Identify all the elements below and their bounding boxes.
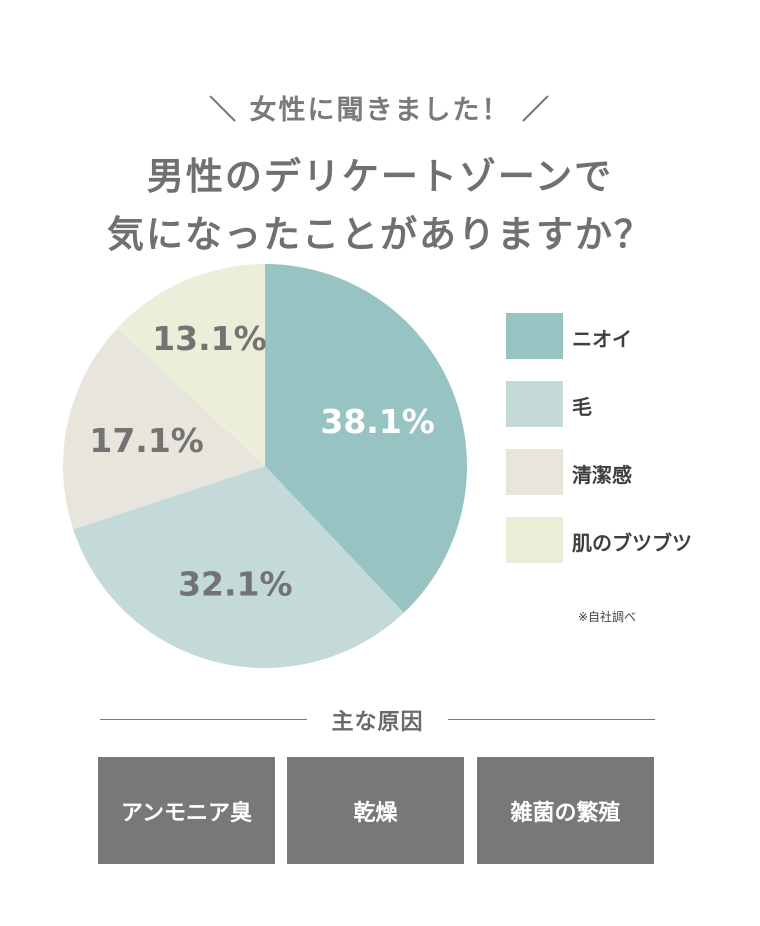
legend-item-skin-bumps: 肌のブツブツ	[506, 517, 726, 563]
legend-label-skin-bumps: 肌のブツブツ	[572, 531, 692, 555]
legend-label-nioi: ニオイ	[572, 327, 632, 351]
pie-label-hair: 32.1%	[178, 565, 293, 604]
causes-heading: 主な原因	[100, 704, 655, 735]
legend-item-cleanliness: 清潔感	[506, 449, 726, 495]
cause-box-bacteria: 雑菌の繁殖	[477, 757, 654, 864]
legend-item-hair: 毛	[506, 381, 726, 427]
pie-label-cleanliness: 17.1%	[89, 421, 204, 460]
legend-item-nioi: ニオイ	[506, 313, 726, 359]
cause-label-ammonia: アンモニア臭	[120, 800, 253, 826]
pie-label-skin-bumps: 13.1%	[152, 319, 267, 358]
pie-label-nioi: 38.1%	[320, 402, 435, 441]
cause-box-dryness: 乾燥	[287, 757, 464, 864]
heading-divider-left	[100, 719, 307, 720]
survey-question-title: 男性のデリケートゾーンで 気になったことがありますか？	[0, 148, 760, 264]
pie-slice-nioi	[265, 264, 468, 613]
title-line-1: 男性のデリケートゾーンで	[146, 155, 614, 198]
legend-swatch-cleanliness	[506, 449, 563, 495]
legend-swatch-hair	[506, 381, 563, 427]
cause-label-dryness: 乾燥	[353, 800, 398, 826]
cause-label-bacteria: 雑菌の繁殖	[510, 800, 621, 826]
legend-swatch-nioi	[506, 313, 563, 359]
source-note: ※自社調べ	[578, 610, 637, 624]
survey-subtitle: ＼ 女性に聞きました！ ／	[209, 95, 551, 126]
heading-divider-right	[448, 719, 655, 720]
pie-slice-skin-bumps	[117, 264, 266, 466]
legend-label-hair: 毛	[572, 395, 592, 419]
legend-swatch-skin-bumps	[506, 517, 563, 563]
causes-list: アンモニア臭 乾燥 雑菌の繁殖	[98, 757, 654, 864]
causes-heading-text: 主な原因	[331, 710, 424, 735]
pie-slice-hair	[73, 466, 404, 668]
pie-slice-cleanliness	[63, 328, 266, 530]
legend-label-cleanliness: 清潔感	[572, 463, 632, 487]
title-line-2: 気になったことがありますか？	[107, 213, 653, 256]
cause-box-ammonia: アンモニア臭	[98, 757, 275, 864]
